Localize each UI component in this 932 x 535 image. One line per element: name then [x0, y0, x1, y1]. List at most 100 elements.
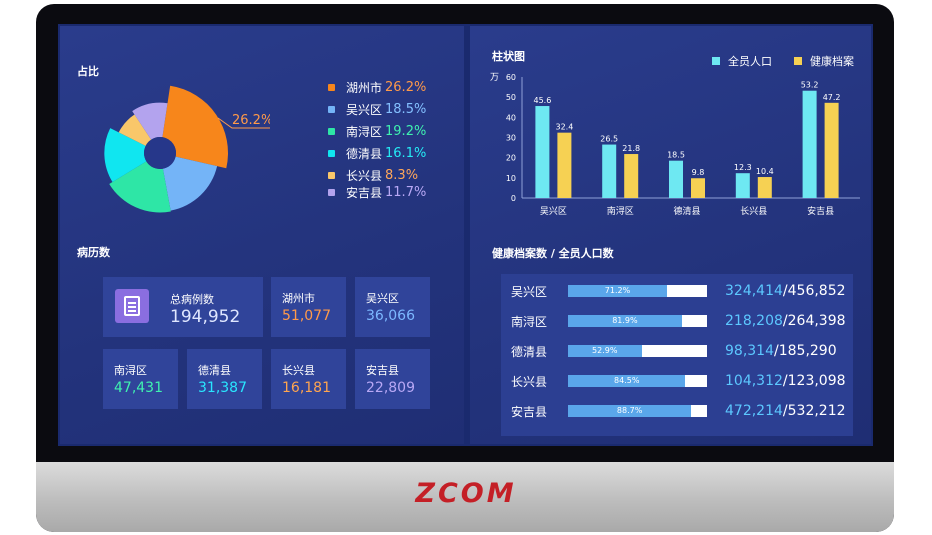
card-region-value: 31,387 [198, 380, 247, 396]
legend-pct: 11.7% [385, 185, 427, 200]
ratio-title: 占比 [77, 65, 99, 78]
legend-pct: 19.2% [385, 124, 427, 139]
callout-line [217, 117, 270, 129]
bar [557, 132, 572, 198]
progress-row-name: 吴兴区 [511, 284, 548, 299]
progress-fill [568, 375, 686, 387]
card-region-value: 36,066 [366, 308, 415, 324]
ratio-pie-chart: 26.2% [104, 85, 270, 213]
bar-value-label: 45.6 [533, 96, 551, 105]
progress-counts: 98,314/185,290 [725, 343, 837, 359]
card-region-value: 47,431 [114, 380, 163, 396]
legend-swatch [328, 84, 335, 91]
progress-pct: 71.2% [604, 286, 631, 295]
card-region-name: 吴兴区 [366, 292, 399, 305]
bar-value-label: 47.2 [823, 93, 841, 102]
pie-slice [132, 102, 168, 140]
population-count: 123,098 [787, 373, 846, 389]
bar [824, 102, 839, 198]
y-axis-unit: 万 [490, 73, 499, 83]
bar-legend-item: 全员人口 [712, 53, 772, 69]
bar-value-label: 26.5 [600, 135, 618, 144]
pie-slice [118, 114, 152, 146]
progress-title: 健康档案数 / 全员人口数 [492, 247, 614, 260]
legend-swatch [328, 128, 335, 135]
bar [757, 177, 772, 198]
legend-swatch [328, 106, 335, 113]
pie-center [144, 137, 176, 169]
progress-fill [568, 345, 642, 357]
bar [669, 160, 683, 198]
brand-logo: ZCOM [415, 478, 517, 509]
legend-pct: 26.2% [385, 80, 427, 95]
card-region-value: 16,181 [282, 380, 331, 396]
progress-fill [568, 315, 682, 327]
population-count: 264,398 [787, 313, 846, 329]
progress-row: 长兴县 84.5% 104,312/123,098 [511, 371, 851, 391]
progress-track: 84.5% [568, 375, 707, 387]
progress-row: 德清县 52.9% 98,314/185,290 [511, 341, 851, 361]
bar-value-label: 21.8 [622, 144, 640, 153]
count-separator: / [782, 313, 788, 329]
progress-counts: 324,414/456,852 [725, 283, 846, 299]
population-count: 532,212 [787, 403, 846, 419]
y-tick-label: 60 [506, 73, 516, 82]
y-tick-label: 0 [511, 194, 516, 203]
left-panel: 占比 26.2% 湖州市 26.2% 吴兴区 18.5% 南浔区 19.2% 德… [60, 26, 464, 444]
bar-chart-title: 柱状图 [492, 50, 525, 63]
legend-swatch [328, 150, 335, 157]
bar [691, 178, 705, 198]
progress-row: 南浔区 81.9% 218,208/264,398 [511, 311, 851, 331]
total-cases-value: 194,952 [170, 307, 241, 327]
pie-slice [109, 161, 171, 213]
count-separator: / [782, 373, 788, 389]
bar-value-label: 18.5 [667, 151, 685, 160]
pie-slice [162, 156, 218, 211]
bar-legend-item: 健康档案 [794, 53, 854, 69]
card-region-name: 长兴县 [282, 364, 315, 377]
ratio-legend-item: 南浔区 19.2% [328, 123, 426, 140]
bar-chart: 万 0 10 20 30 40 50 60 45.6 32.4 吴兴区 26.5 21.8 南浔区 18.5… [490, 73, 860, 217]
y-tick-label: 10 [506, 174, 516, 183]
health-record-count: 104,312 [725, 373, 783, 389]
dashboard-screen: 占比 26.2% 湖州市 26.2% 吴兴区 18.5% 南浔区 19.2% 德… [58, 24, 873, 446]
health-record-count: 472,214 [725, 403, 783, 419]
legend-name: 湖州市 [346, 81, 383, 95]
legend-pct: 8.3% [385, 168, 419, 183]
health-record-count: 324,414 [725, 283, 783, 299]
pie-callout-label: 26.2% [232, 113, 270, 128]
legend-name: 长兴县 [346, 169, 383, 183]
ratio-legend-item: 长兴县 8.3% [328, 167, 418, 184]
progress-counts: 218,208/264,398 [725, 313, 846, 329]
bar [802, 90, 817, 198]
bar-value-label: 32.4 [555, 123, 573, 132]
progress-pct: 84.5% [614, 376, 640, 385]
medical-record-icon [115, 289, 149, 323]
y-tick-label: 40 [506, 113, 516, 122]
bar-value-label: 53.2 [801, 81, 819, 90]
region-card-nanxun: 南浔区 47,431 [103, 349, 178, 409]
bar [602, 144, 617, 198]
progress-fill [568, 285, 667, 297]
legend-name: 安吉县 [346, 186, 383, 200]
ratio-legend-item: 德清县 16.1% [328, 145, 426, 162]
pie-slice [162, 85, 228, 169]
region-card-changxing: 长兴县 16,181 [271, 349, 346, 409]
card-region-name: 南浔区 [114, 364, 147, 377]
y-tick-label: 50 [506, 93, 516, 102]
bar-legend-label: 全员人口 [728, 55, 772, 68]
x-tick-label: 吴兴区 [540, 206, 567, 217]
population-count: 185,290 [778, 343, 837, 359]
health-record-count: 98,314 [725, 343, 774, 359]
progress-pct: 52.9% [592, 346, 618, 355]
total-cases-label: 总病例数 [170, 293, 214, 306]
cases-title: 病历数 [77, 246, 110, 259]
bar-legend-label: 健康档案 [810, 55, 854, 68]
y-tick-label: 30 [506, 134, 516, 143]
pie-slice [104, 128, 147, 182]
count-separator: / [774, 343, 779, 359]
progress-fill [568, 405, 692, 417]
x-tick-label: 安吉县 [807, 205, 834, 217]
bar-value-label: 10.4 [756, 167, 774, 176]
bar [624, 154, 639, 198]
